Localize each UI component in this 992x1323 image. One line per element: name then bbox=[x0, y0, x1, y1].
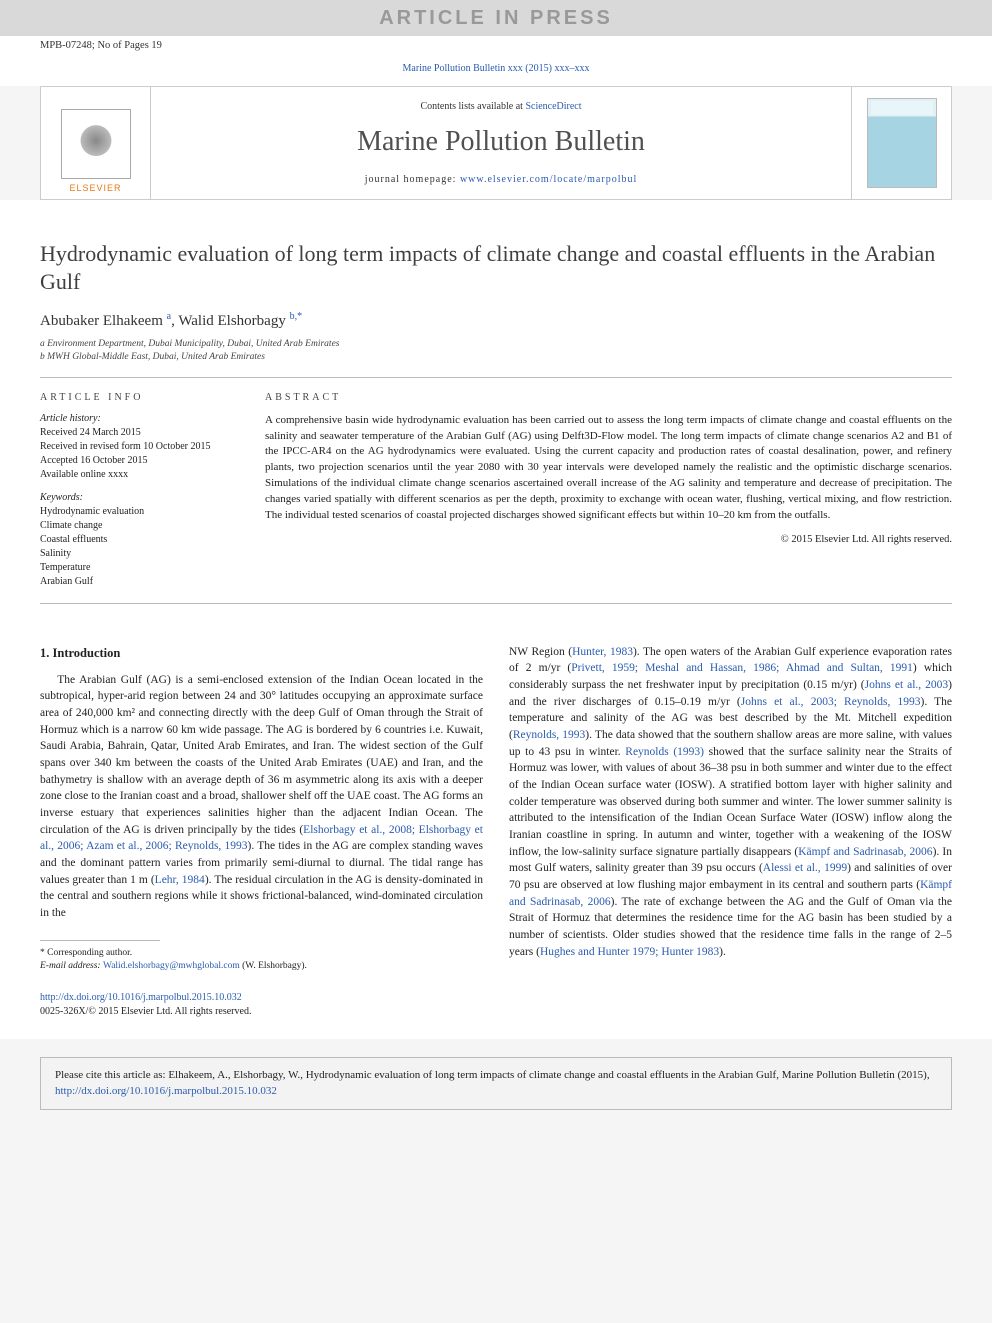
intro-text-1: The Arabian Gulf (AG) is a semi-enclosed… bbox=[40, 674, 483, 836]
ref-link-7[interactable]: Reynolds, 1993 bbox=[513, 729, 585, 741]
contents-line: Contents lists available at ScienceDirec… bbox=[161, 101, 841, 112]
citation-box: Please cite this article as: Elhakeem, A… bbox=[40, 1057, 952, 1110]
elsevier-tree-icon bbox=[61, 109, 131, 179]
intro-para-1: The Arabian Gulf (AG) is a semi-enclosed… bbox=[40, 672, 483, 922]
keyword-6: Arabian Gulf bbox=[40, 575, 245, 589]
ref-link-8[interactable]: Reynolds (1993) bbox=[625, 746, 704, 758]
history-accepted: Accepted 16 October 2015 bbox=[40, 454, 245, 468]
ref-link-5[interactable]: Johns et al., 2003 bbox=[865, 679, 949, 691]
article-content: Hydrodynamic evaluation of long term imp… bbox=[0, 200, 992, 1039]
history-online: Available online xxxx bbox=[40, 468, 245, 482]
homepage-link[interactable]: www.elsevier.com/locate/marpolbul bbox=[460, 174, 637, 185]
history-received: Received 24 March 2015 bbox=[40, 426, 245, 440]
journal-header-center: Contents lists available at ScienceDirec… bbox=[151, 87, 851, 199]
article-title: Hydrodynamic evaluation of long term imp… bbox=[40, 240, 952, 295]
column-left: 1. Introduction The Arabian Gulf (AG) is… bbox=[40, 644, 483, 1020]
email-link[interactable]: Walid.elshorbagy@mwhglobal.com bbox=[103, 961, 240, 971]
article-info: ARTICLE INFO Article history: Received 2… bbox=[40, 392, 265, 589]
homepage-pre: journal homepage: bbox=[365, 174, 460, 185]
intro-heading: 1. Introduction bbox=[40, 644, 483, 662]
intro-text-2a: NW Region ( bbox=[509, 646, 572, 658]
publisher-logo-cell: ELSEVIER bbox=[41, 87, 151, 199]
ref-link-4[interactable]: Privett, 1959; Meshal and Hassan, 1986; … bbox=[571, 662, 913, 674]
email-tail: (W. Elshorbagy). bbox=[240, 961, 307, 971]
abstract-text: A comprehensive basin wide hydrodynamic … bbox=[265, 413, 952, 525]
author-1-marks: a bbox=[167, 311, 171, 322]
manuscript-id: MPB-07248; No of Pages 19 bbox=[40, 40, 162, 51]
column-right: NW Region (Hunter, 1983). The open water… bbox=[509, 644, 952, 1020]
article-in-press-banner: ARTICLE IN PRESS bbox=[0, 0, 992, 36]
journal-reference: Marine Pollution Bulletin xxx (2015) xxx… bbox=[0, 59, 992, 86]
footnote-separator bbox=[40, 940, 160, 941]
intro-text-2g: showed that the surface salinity near th… bbox=[509, 746, 952, 858]
author-2-marks: b,* bbox=[290, 311, 303, 322]
ref-link-6[interactable]: Johns et al., 2003; Reynolds, 1993 bbox=[741, 696, 921, 708]
article-meta-row: ARTICLE INFO Article history: Received 2… bbox=[40, 378, 952, 604]
corresponding-author: * Corresponding author. bbox=[40, 947, 483, 960]
abstract-block: ABSTRACT A comprehensive basin wide hydr… bbox=[265, 392, 952, 589]
author-2-name: Walid Elshorbagy bbox=[178, 313, 286, 329]
keyword-1: Hydrodynamic evaluation bbox=[40, 505, 245, 519]
keywords-label: Keywords: bbox=[40, 492, 245, 503]
cover-cell bbox=[851, 87, 951, 199]
homepage-line: journal homepage: www.elsevier.com/locat… bbox=[161, 174, 841, 185]
doi-link[interactable]: http://dx.doi.org/10.1016/j.marpolbul.20… bbox=[40, 992, 242, 1003]
email-label: E-mail address: bbox=[40, 961, 103, 971]
cite-text: Please cite this article as: Elhakeem, A… bbox=[55, 1069, 930, 1081]
email-footnote: E-mail address: Walid.elshorbagy@mwhglob… bbox=[40, 960, 483, 973]
elsevier-label: ELSEVIER bbox=[69, 183, 121, 193]
intro-para-2: NW Region (Hunter, 1983). The open water… bbox=[509, 644, 952, 961]
keyword-2: Climate change bbox=[40, 519, 245, 533]
elsevier-logo: ELSEVIER bbox=[47, 109, 144, 193]
journal-header: ELSEVIER Contents lists available at Sci… bbox=[40, 86, 952, 200]
history-revised: Received in revised form 10 October 2015 bbox=[40, 440, 245, 454]
affiliations: a Environment Department, Dubai Municipa… bbox=[40, 338, 952, 378]
keyword-3: Coastal effluents bbox=[40, 533, 245, 547]
author-2: Walid Elshorbagy b,* bbox=[178, 313, 302, 329]
affiliation-b: b MWH Global-Middle East, Dubai, United … bbox=[40, 351, 952, 364]
journal-cover-thumbnail bbox=[867, 98, 937, 188]
abstract-label: ABSTRACT bbox=[265, 392, 952, 403]
intro-text-2k: ). bbox=[719, 946, 726, 958]
ref-link-2[interactable]: Lehr, 1984 bbox=[155, 874, 205, 886]
issn-line: 0025-326X/© 2015 Elsevier Ltd. All right… bbox=[40, 1006, 251, 1017]
author-1: Abubaker Elhakeem a bbox=[40, 313, 171, 329]
ref-link-10[interactable]: Alessi et al., 1999 bbox=[763, 862, 847, 874]
authors: Abubaker Elhakeem a, Walid Elshorbagy b,… bbox=[40, 311, 952, 330]
ref-link-9[interactable]: Kämpf and Sadrinasab, 2006 bbox=[798, 846, 932, 858]
body-columns: 1. Introduction The Arabian Gulf (AG) is… bbox=[40, 644, 952, 1020]
abstract-copyright: © 2015 Elsevier Ltd. All rights reserved… bbox=[265, 534, 952, 545]
history-label: Article history: bbox=[40, 413, 245, 424]
article-info-label: ARTICLE INFO bbox=[40, 392, 245, 403]
doi-block: http://dx.doi.org/10.1016/j.marpolbul.20… bbox=[40, 991, 483, 1019]
ref-link-3[interactable]: Hunter, 1983 bbox=[572, 646, 633, 658]
ref-link-12[interactable]: Hughes and Hunter 1979; Hunter 1983 bbox=[540, 946, 719, 958]
contents-pre: Contents lists available at bbox=[420, 101, 525, 112]
journal-name: Marine Pollution Bulletin bbox=[161, 126, 841, 158]
author-1-name: Abubaker Elhakeem bbox=[40, 313, 163, 329]
affiliation-a: a Environment Department, Dubai Municipa… bbox=[40, 338, 952, 351]
cite-doi-link[interactable]: http://dx.doi.org/10.1016/j.marpolbul.20… bbox=[55, 1085, 277, 1097]
keyword-4: Salinity bbox=[40, 547, 245, 561]
top-info-bar: MPB-07248; No of Pages 19 bbox=[0, 36, 992, 59]
sciencedirect-link[interactable]: ScienceDirect bbox=[525, 101, 581, 112]
keyword-5: Temperature bbox=[40, 561, 245, 575]
